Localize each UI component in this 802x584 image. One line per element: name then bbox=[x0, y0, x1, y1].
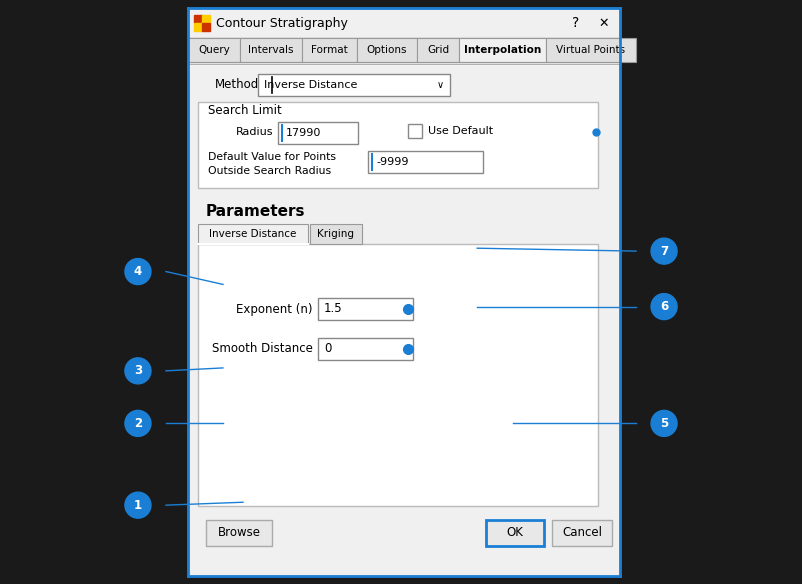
Text: Smooth Distance: Smooth Distance bbox=[212, 342, 313, 356]
Text: 2: 2 bbox=[134, 417, 142, 430]
Text: Exponent (n): Exponent (n) bbox=[237, 303, 313, 315]
Circle shape bbox=[651, 238, 677, 264]
Bar bbox=[417, 38, 459, 62]
Bar bbox=[486, 520, 544, 546]
Text: -9999: -9999 bbox=[376, 157, 408, 167]
Text: Browse: Browse bbox=[217, 527, 261, 540]
Bar bbox=[198, 102, 598, 188]
Text: ∨: ∨ bbox=[436, 80, 444, 90]
Bar bbox=[198, 244, 598, 506]
Bar bbox=[188, 8, 620, 576]
Text: Cancel: Cancel bbox=[562, 527, 602, 540]
Bar bbox=[302, 38, 357, 62]
Text: Options: Options bbox=[367, 45, 407, 55]
Text: 7: 7 bbox=[660, 245, 668, 258]
Bar bbox=[206, 520, 272, 546]
Circle shape bbox=[125, 411, 151, 436]
Bar bbox=[546, 38, 636, 62]
Text: 3: 3 bbox=[134, 364, 142, 377]
Circle shape bbox=[651, 294, 677, 319]
Text: 5: 5 bbox=[660, 417, 668, 430]
Bar bbox=[459, 38, 546, 62]
Bar bbox=[198, 224, 308, 244]
Bar bbox=[194, 15, 202, 23]
Circle shape bbox=[125, 492, 151, 518]
Text: Search Limit: Search Limit bbox=[208, 103, 282, 116]
Text: 0: 0 bbox=[324, 342, 331, 356]
Text: Format: Format bbox=[311, 45, 348, 55]
Text: Query: Query bbox=[198, 45, 230, 55]
Bar bbox=[318, 298, 413, 320]
Text: ?: ? bbox=[573, 16, 580, 30]
Bar bbox=[202, 23, 210, 31]
Circle shape bbox=[125, 259, 151, 284]
Text: Intervals: Intervals bbox=[249, 45, 294, 55]
Bar bbox=[408, 124, 422, 138]
Bar bbox=[357, 38, 417, 62]
Bar bbox=[368, 151, 483, 173]
Text: 4: 4 bbox=[134, 265, 142, 278]
Bar bbox=[318, 338, 413, 360]
Circle shape bbox=[651, 411, 677, 436]
Bar bbox=[188, 8, 620, 38]
Bar bbox=[188, 38, 620, 64]
Bar bbox=[240, 38, 302, 62]
Bar bbox=[188, 38, 240, 62]
Text: Contour Stratigraphy: Contour Stratigraphy bbox=[216, 16, 348, 30]
Text: Parameters: Parameters bbox=[206, 204, 306, 220]
Text: 1: 1 bbox=[134, 499, 142, 512]
Text: 1.5: 1.5 bbox=[324, 303, 342, 315]
Bar bbox=[202, 15, 210, 23]
Text: OK: OK bbox=[507, 527, 524, 540]
Text: Default Value for Points: Default Value for Points bbox=[208, 152, 336, 162]
Text: Inverse Distance: Inverse Distance bbox=[209, 229, 297, 239]
Text: Use Default: Use Default bbox=[428, 126, 493, 136]
Text: Outside Search Radius: Outside Search Radius bbox=[208, 166, 331, 176]
Bar bbox=[310, 224, 362, 244]
Circle shape bbox=[125, 358, 151, 384]
Text: Kriging: Kriging bbox=[318, 229, 354, 239]
Text: Method: Method bbox=[215, 78, 259, 91]
Text: 6: 6 bbox=[660, 300, 668, 313]
Text: Radius: Radius bbox=[236, 127, 273, 137]
Bar bbox=[258, 74, 450, 96]
Text: Grid: Grid bbox=[427, 45, 449, 55]
Text: Virtual Points: Virtual Points bbox=[557, 45, 626, 55]
Text: Inverse Distance: Inverse Distance bbox=[264, 80, 358, 90]
Text: ✕: ✕ bbox=[599, 16, 610, 30]
Bar bbox=[552, 520, 612, 546]
Text: Interpolation: Interpolation bbox=[464, 45, 541, 55]
Bar bbox=[278, 122, 358, 144]
Bar bbox=[194, 23, 202, 31]
Text: 17990: 17990 bbox=[286, 128, 322, 138]
